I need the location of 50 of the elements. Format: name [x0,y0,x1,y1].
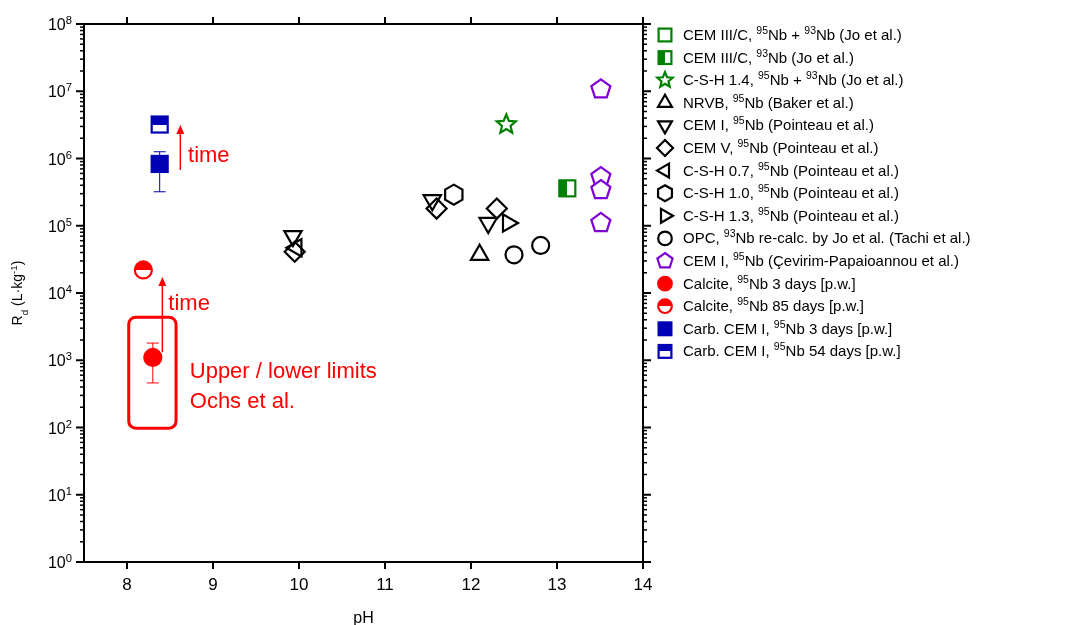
y-tick-label: 10$^{6}$ [47,148,72,168]
point [495,113,517,134]
legend-label: OPC, $^{93}$Nb re-calc. by Jo et al. (Tachi et al.) [683,227,971,247]
x-tick-label: 9 [208,575,218,594]
x-tick-label: 8 [122,575,132,594]
y-tick-label: 10$^{3}$ [47,350,72,370]
legend-label: Carb. CEM I, $^{95}$Nb 54 days [p.w.] [683,340,901,360]
point [133,260,153,280]
legend-label: C-S-H 1.0, $^{95}$Nb (Pointeau et al.) [683,182,899,202]
x-tick-label: 11 [376,575,394,594]
y-tick-label: 10$^{4}$ [47,283,72,302]
legend-label: Carb. CEM I, $^{95}$Nb 3 days [p.w.] [683,317,893,337]
point [283,240,306,263]
legend-label: CEM I, $^{95}$Nb (Çevirim-Papaioannou et al.) [683,250,959,269]
x-tick-label: 12 [461,575,481,594]
legend-label: Calcite, $^{95}$Nb 85 days [p.w.] [683,295,864,315]
legend-label: C-S-H 1.4, $^{95}$Nb + $^{93}$Nb (Jo et al.) [683,69,904,89]
y-tick-label: 10$^{2}$ [47,417,72,437]
annotation: Ochs et al. [189,387,295,413]
y-tick-label: 10$^{1}$ [47,484,72,504]
x-tick-label: 14 [633,575,653,594]
point [590,211,612,233]
point [590,78,612,99]
legend-label: Calcite, $^{95}$Nb 3 days [p.w.] [683,272,856,292]
point [531,235,551,256]
point [444,183,464,206]
y-tick-label: 10$^{8}$ [47,14,72,33]
x-tick-label: 13 [547,575,567,594]
legend-label: CEM V, $^{95}$Nb (Pointeau et al.) [683,137,879,156]
legend-label: C-S-H 1.3, $^{95}$Nb (Pointeau et al.) [683,204,899,224]
legend-label: NRVB, $^{95}$Nb (Baker et al.) [683,91,854,111]
legend-label: CEM III/C, $^{95}$Nb + $^{93}$Nb (Jo et al.) [683,24,902,43]
point [150,154,169,174]
legend-label: CEM III/C, $^{93}$Nb (Jo et al.) [683,46,854,66]
point [485,197,508,220]
point [558,179,577,198]
annotation: time [188,141,230,167]
point [150,115,169,134]
point [504,245,524,265]
y-tick-label: 10$^{7}$ [47,81,72,101]
legend-label: C-S-H 0.7, $^{95}$Nb (Pointeau et al.) [683,159,899,179]
annotation: Upper / lower limits [189,357,377,383]
y-tick-label: 10$^{0}$ [47,552,72,571]
point [425,197,448,220]
point [590,178,612,200]
point [143,347,163,368]
y-tick-label: 10$^{5}$ [47,215,72,235]
x-tick-label: 10 [289,575,309,594]
legend-label: CEM I, $^{95}$Nb (Pointeau et al.) [683,114,874,134]
annotation: time [168,289,210,315]
